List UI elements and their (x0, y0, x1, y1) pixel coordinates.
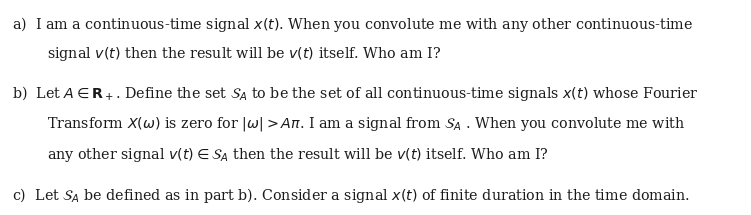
Text: a)  I am a continuous-time signal $x(t)$. When you convolute me with any other c: a) I am a continuous-time signal $x(t)$.… (12, 15, 693, 34)
Text: Transform $X(\omega)$ is zero for $|\omega| > A\pi$. I am a signal from $\mathca: Transform $X(\omega)$ is zero for $|\ome… (47, 115, 686, 133)
Text: signal $v(t)$ then the result will be $v(t)$ itself. Who am I?: signal $v(t)$ then the result will be $v… (47, 45, 442, 63)
Text: b)  Let $A \in \mathbf{R}_+$. Define the set $\mathcal{S}_A$ to be the set of al: b) Let $A \in \mathbf{R}_+$. Define the … (12, 84, 698, 103)
Text: any other signal $v(t) \in \mathcal{S}_A$ then the result will be $v(t)$ itself.: any other signal $v(t) \in \mathcal{S}_A… (47, 146, 549, 164)
Text: c)  Let $\mathcal{S}_A$ be defined as in part b). Consider a signal $x(t)$ of fi: c) Let $\mathcal{S}_A$ be defined as in … (12, 186, 689, 205)
